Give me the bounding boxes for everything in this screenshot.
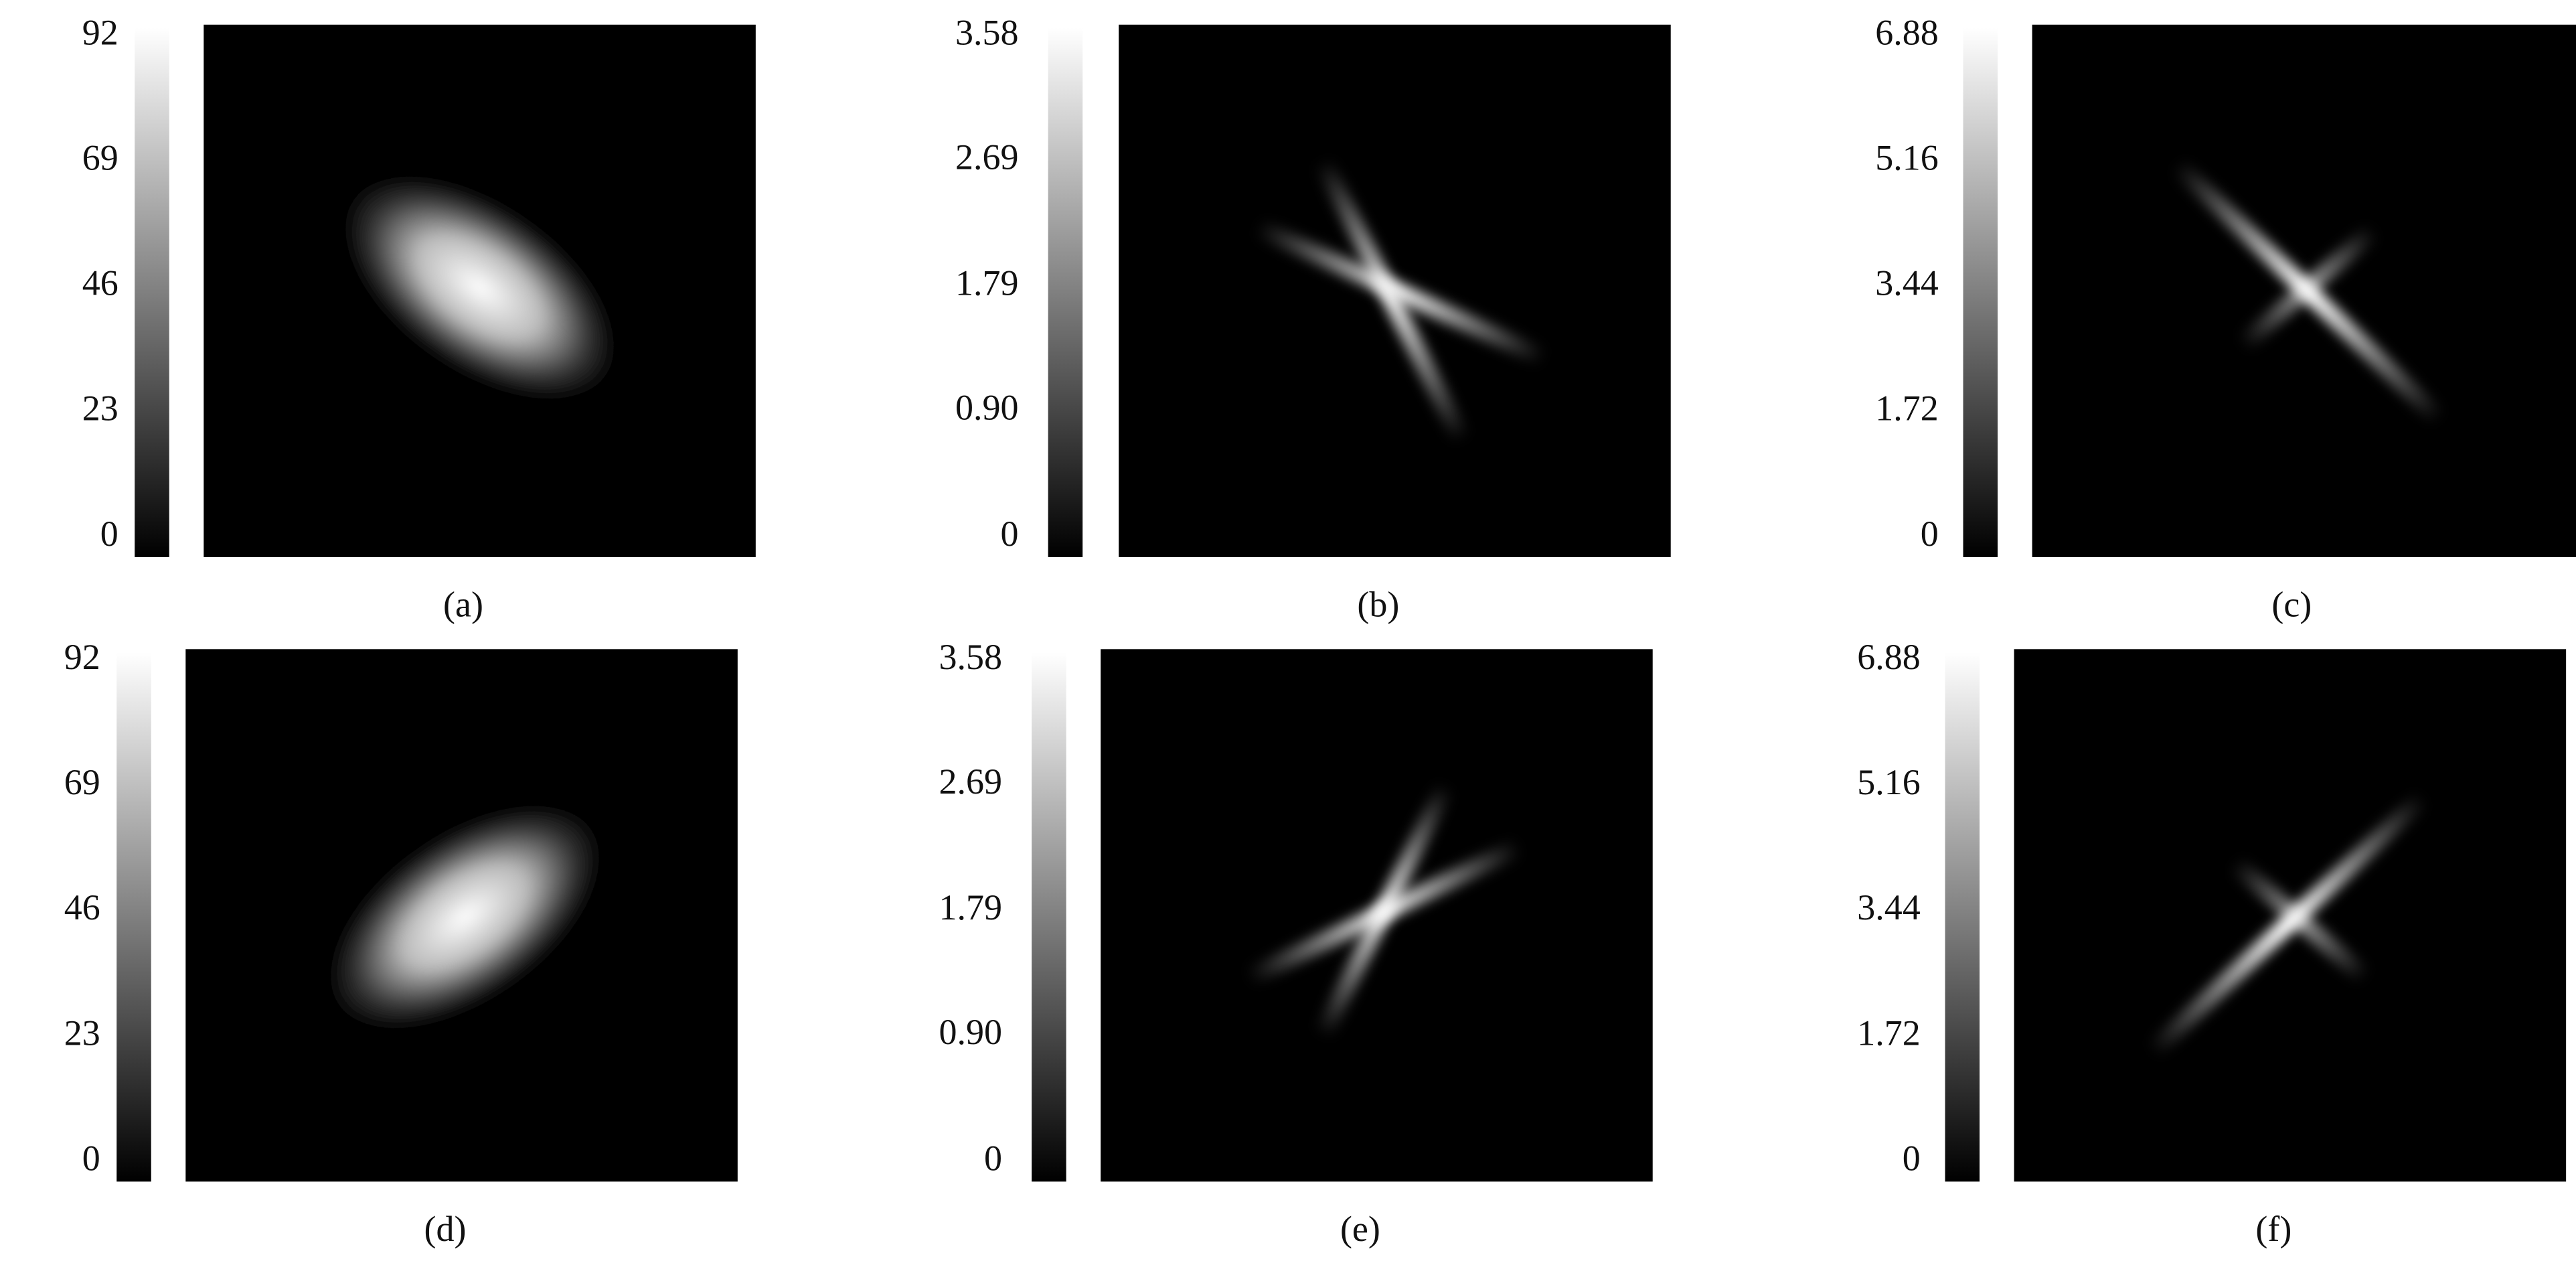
panel-caption: (d)	[424, 1209, 467, 1249]
colorbar-tick-label: 1.79	[955, 263, 1019, 303]
intensity-streak	[1247, 218, 1554, 368]
colorbar-tick-label: 3.58	[939, 637, 1002, 677]
colorbar-tick-label: 6.88	[1857, 637, 1921, 677]
colorbar-tick-label: 1.72	[1875, 388, 1939, 429]
panel-caption: (a)	[443, 584, 483, 624]
colorbar-tick-label: 3.44	[1857, 887, 1921, 927]
colorbar-tick-label: 92	[82, 12, 118, 52]
colorbar-tick-label: 69	[82, 137, 118, 177]
colorbar-tick-label: 0	[984, 1138, 1002, 1178]
intensity-blob	[328, 805, 602, 1029]
colorbar-tick-label: 2.69	[939, 761, 1002, 802]
colorbar-tick-label: 46	[64, 887, 100, 927]
colorbar-tick-label: 0	[1903, 1138, 1921, 1178]
panel-caption: (f)	[2255, 1209, 2291, 1249]
colorbar-tick-label: 0.90	[939, 1012, 1002, 1052]
intensity-blob	[343, 175, 617, 400]
intensity-streak	[1313, 776, 1455, 1045]
panel-caption: (e)	[1340, 1209, 1380, 1249]
colorbar-tick-label: 23	[82, 388, 118, 429]
image-content	[1247, 151, 1554, 450]
colorbar	[1963, 27, 1998, 557]
panel-caption: (b)	[1357, 584, 1399, 624]
colorbar-tick-label: 0	[1921, 514, 1939, 554]
intensity-streak	[1313, 151, 1471, 450]
colorbar-tick-label: 69	[64, 762, 100, 802]
colorbar	[1945, 652, 1980, 1182]
image-content	[2168, 155, 2449, 429]
image-content	[343, 175, 617, 400]
colorbar-tick-label: 0	[82, 1138, 100, 1178]
colorbar-tick-label: 0	[100, 514, 118, 554]
colorbar	[116, 652, 151, 1182]
colorbar-tick-label: 2.69	[955, 137, 1019, 177]
colorbar-tick-label: 3.44	[1875, 263, 1939, 303]
image-content	[328, 805, 602, 1029]
intensity-streak	[2233, 221, 2383, 354]
intensity-streak	[2143, 788, 2433, 1061]
colorbar-tick-label: 0	[1000, 514, 1018, 554]
colorbar-tick-label: 46	[82, 263, 118, 303]
colorbar-tick-label: 5.16	[1857, 762, 1921, 802]
colorbar	[1048, 27, 1083, 557]
image-content	[2143, 788, 2433, 1061]
colorbar	[135, 27, 169, 557]
intensity-streak	[2225, 853, 2375, 987]
image-content	[1239, 776, 1529, 1045]
colorbar-tick-label: 1.72	[1857, 1013, 1921, 1053]
colorbar-tick-label: 5.16	[1875, 137, 1939, 177]
colorbar-tick-label: 1.79	[939, 887, 1002, 927]
colorbar-tick-label: 3.58	[955, 12, 1019, 52]
colorbar	[1032, 652, 1066, 1182]
colorbar-tick-label: 92	[64, 637, 100, 677]
colorbar-tick-label: 23	[64, 1013, 100, 1053]
panel-caption: (c)	[2271, 584, 2312, 624]
colorbar-tick-label: 6.88	[1875, 12, 1939, 52]
colorbar-tick-label: 0.90	[955, 388, 1019, 428]
